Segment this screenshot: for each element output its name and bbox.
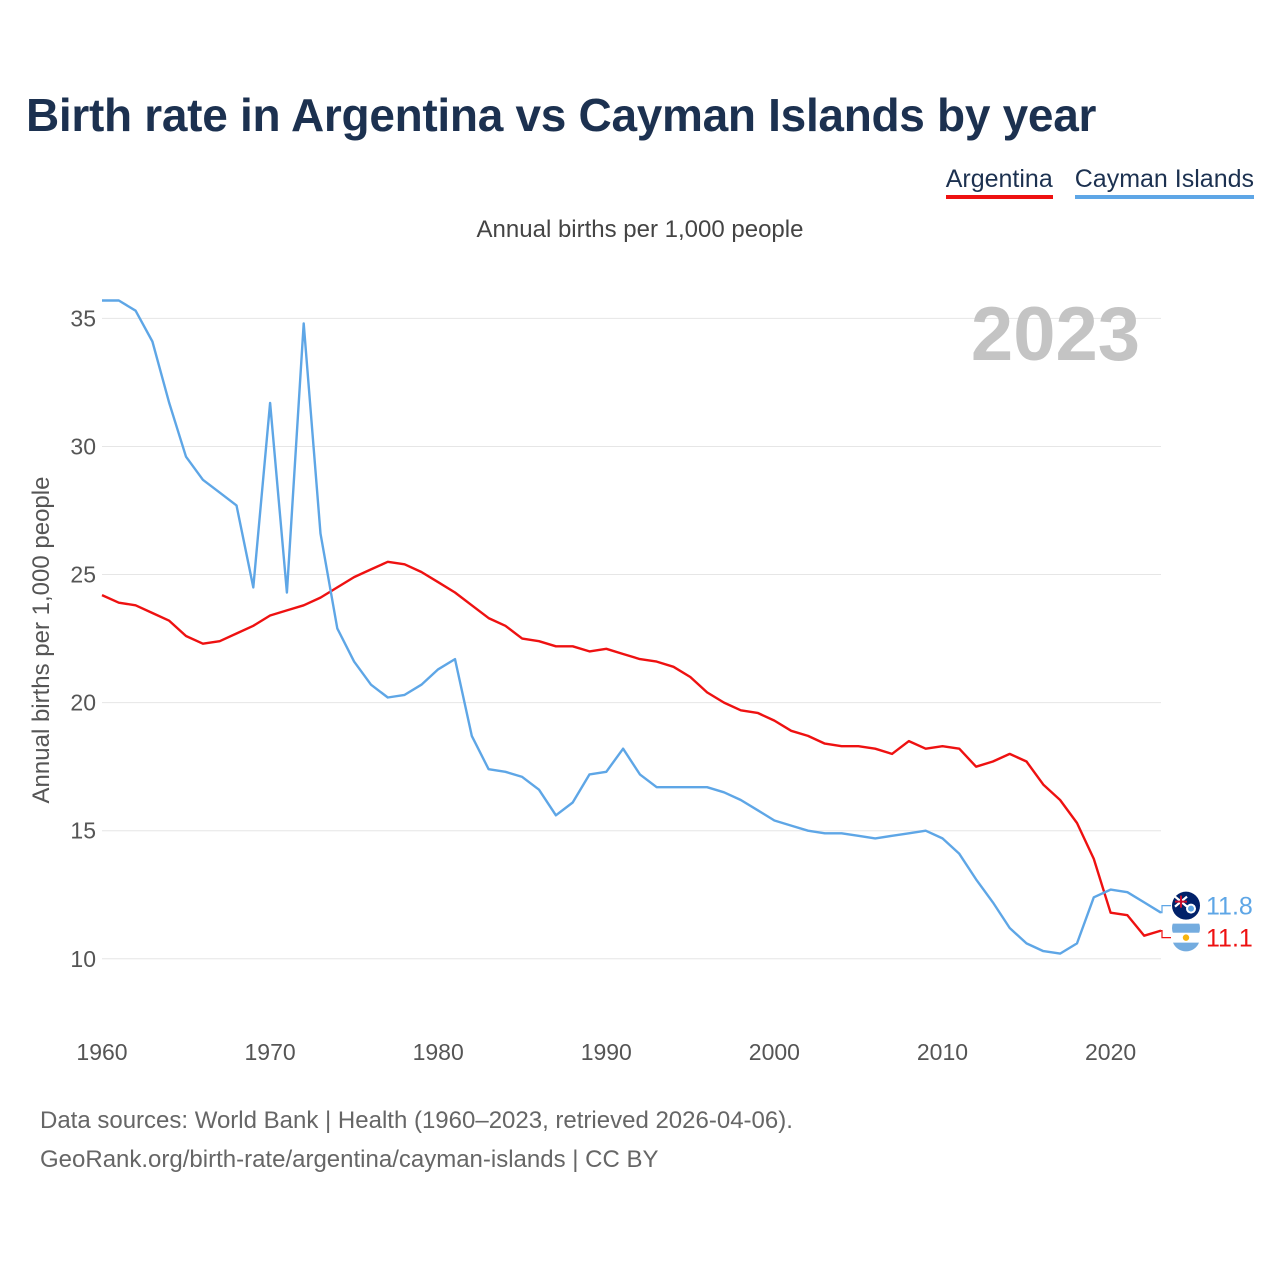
y-tick-label: 10 <box>70 946 96 972</box>
x-tick-label: 1970 <box>245 1039 296 1065</box>
x-tick-label: 2010 <box>917 1039 968 1065</box>
y-tick-label: 15 <box>70 818 96 844</box>
connector-argentina <box>1161 929 1171 939</box>
footer-sources: Data sources: World Bank | Health (1960–… <box>40 1107 793 1134</box>
series-lines <box>101 299 1162 955</box>
x-tick-label: 1990 <box>581 1039 632 1065</box>
flag-sun <box>1182 934 1190 941</box>
gridlines <box>102 317 1161 960</box>
connector-cayman-islands <box>1161 905 1171 914</box>
x-tick-label: 1960 <box>76 1039 127 1065</box>
series-line-argentina <box>101 560 1162 937</box>
y-tick-label: 25 <box>70 562 96 588</box>
x-tick-label: 2000 <box>749 1039 800 1065</box>
y-tick-label: 35 <box>70 305 96 331</box>
flag-stripe-top <box>1173 923 1199 933</box>
x-tick-label: 2020 <box>1085 1039 1136 1065</box>
legend-item-cayman-islands[interactable]: Cayman Islands <box>1074 165 1254 199</box>
chart-title: Birth rate in Argentina vs Cayman Island… <box>26 89 1097 141</box>
y-axis-ticks: 10 15 20 25 30 35 <box>70 305 96 971</box>
legend-item-argentina[interactable]: Argentina <box>945 165 1053 199</box>
x-axis-ticks: 1960 1970 1980 1990 2000 2010 2020 <box>76 1039 1136 1065</box>
flag-crest-inner <box>1188 905 1194 912</box>
flag-icon-cayman-islands <box>1172 891 1200 920</box>
flag-icon-argentina <box>1172 923 1200 952</box>
y-tick-label: 30 <box>70 433 96 459</box>
x-tick-label: 1980 <box>413 1039 464 1065</box>
footer-url[interactable]: GeoRank.org/birth-rate/argentina/cayman-… <box>40 1146 659 1173</box>
chart-subtitle: Annual births per 1,000 people <box>476 216 804 243</box>
end-value-label-argentina: 11.1 <box>1206 925 1253 953</box>
end-value-label-cayman-islands: 11.8 <box>1206 893 1253 921</box>
flag-stripe-bottom <box>1173 942 1199 952</box>
legend: Argentina Cayman Islands <box>945 165 1254 199</box>
flag-cross <box>1175 895 1187 908</box>
series-line-cayman-islands <box>102 299 1162 955</box>
y-tick-label: 20 <box>70 690 96 716</box>
end-markers: 11.8 11.1 <box>1161 891 1253 953</box>
year-watermark: 2023 <box>971 292 1140 377</box>
